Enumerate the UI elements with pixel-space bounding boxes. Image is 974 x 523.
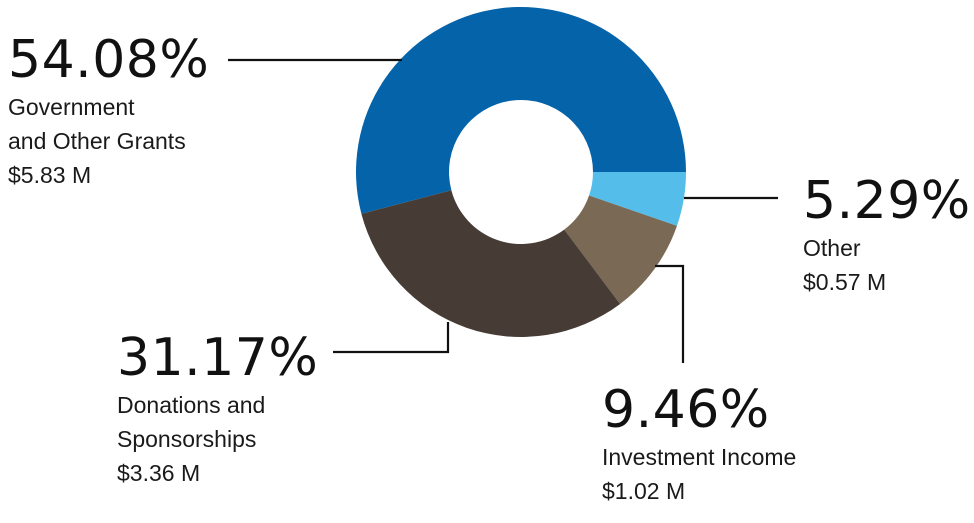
slice-amount: $5.83 M	[8, 162, 92, 188]
slice-donations	[361, 190, 621, 337]
slice-other	[589, 172, 686, 226]
slice-amount: $1.02 M	[602, 478, 686, 504]
donut-slices	[355, 6, 686, 337]
slice-category-line: Donations and	[117, 392, 266, 418]
slice-percent: 31.17%	[117, 328, 319, 388]
slice-category-line: Investment Income	[602, 444, 797, 470]
slice-category-line: Sponsorships	[117, 426, 257, 452]
slice-category-line: Other	[803, 235, 861, 261]
leader-lines	[228, 58, 778, 363]
slice-amount: $0.57 M	[803, 269, 887, 295]
slice-label-investment: 9.46% Investment Income $1.02 M	[602, 380, 796, 508]
slice-percent: 5.29%	[803, 171, 971, 231]
slice-amount: $3.36 M	[117, 460, 201, 486]
slice-percent: 9.46%	[602, 380, 770, 440]
slice-percent: 54.08%	[8, 30, 210, 90]
slice-category-line: and Other Grants	[8, 128, 186, 154]
slice-label-government: 54.08% Government and Other Grants $5.83…	[8, 30, 209, 192]
slice-government	[355, 6, 686, 214]
leader-line-investment	[655, 264, 685, 363]
slice-category-line: Government	[8, 94, 135, 120]
slice-label-other: 5.29% Other $0.57 M	[803, 171, 971, 299]
leader-line-donations	[333, 322, 450, 354]
slice-investment	[564, 195, 677, 304]
slice-label-donations: 31.17% Donations and Sponsorships $3.36 …	[117, 328, 318, 490]
